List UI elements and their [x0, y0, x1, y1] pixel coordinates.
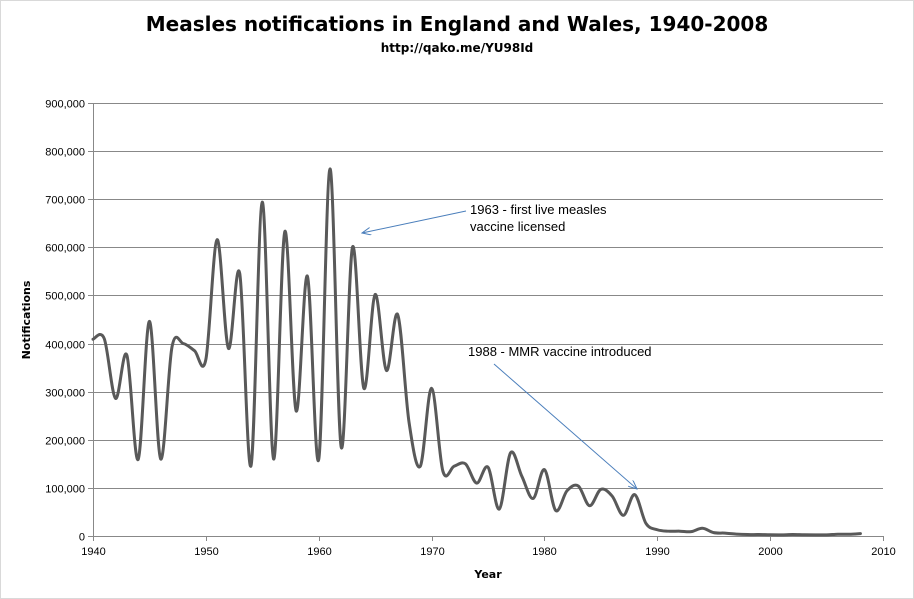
y-tick-label: 100,000 — [45, 484, 85, 496]
y-tick-label: 600,000 — [45, 243, 85, 255]
annotation-1963-line1: 1963 - first live measles — [470, 202, 607, 217]
grid-lines — [93, 103, 883, 489]
y-tick-label: 0 — [79, 532, 85, 544]
series-line — [91, 167, 862, 537]
annotation-1988-line1: 1988 - MMR vaccine introduced — [468, 344, 652, 359]
annotation-1963-line2: vaccine licensed — [470, 219, 565, 234]
axes — [93, 103, 883, 537]
y-tick-label: 300,000 — [45, 388, 85, 400]
x-tick-label: 1940 — [81, 546, 105, 558]
x-tick-label: 1960 — [307, 546, 331, 558]
x-tick-label: 1970 — [420, 546, 444, 558]
annotation-arrow-1988 — [493, 363, 637, 489]
data-points — [92, 168, 861, 535]
x-tick-label: 1950 — [194, 546, 218, 558]
y-tick-label: 900,000 — [45, 99, 85, 111]
x-tick-label: 2010 — [871, 546, 895, 558]
y-tick-label: 800,000 — [45, 147, 85, 159]
chart-subtitle: http://qako.me/YU98Id — [380, 41, 534, 55]
y-tick-label: 700,000 — [45, 195, 85, 207]
y-tick-label: 200,000 — [45, 436, 85, 448]
x-tick-label: 1980 — [532, 546, 556, 558]
x-tick-label: 1990 — [645, 546, 669, 558]
x-axis-ticks: 1940 1950 1960 1970 1980 1990 2000 2010 — [81, 536, 896, 558]
y-tick-label: 500,000 — [45, 291, 85, 303]
y-axis-title: Notifications — [20, 280, 33, 359]
x-axis-title: Year — [473, 568, 502, 581]
y-tick-label: 400,000 — [45, 340, 85, 352]
x-tick-label: 2000 — [758, 546, 782, 558]
annotation-arrow-1963 — [362, 210, 467, 233]
y-axis-ticks: 0 100,000 200,000 300,000 400,000 500,000 600,… — [45, 99, 93, 544]
chart-title: Measles notifications in England and Wal… — [145, 12, 769, 36]
